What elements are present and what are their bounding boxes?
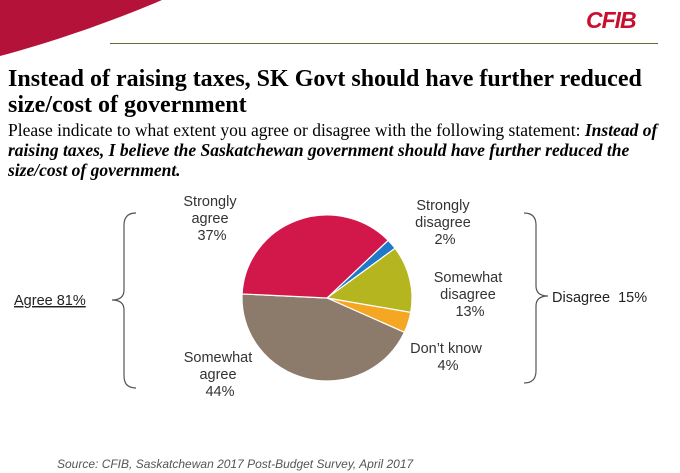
agree-bracket xyxy=(111,212,137,389)
corner-decoration xyxy=(0,0,162,56)
question-intro: Please indicate to what extent you agree… xyxy=(8,120,585,140)
slice-strongly-agree xyxy=(241,214,389,299)
disagree-group-label: Disagree 15% xyxy=(552,290,647,306)
slice-somewhat-agree xyxy=(241,293,406,382)
label-strongly-agree: Strongly agree 37% xyxy=(183,194,240,244)
label-dont-know: Don’t know 4% xyxy=(410,341,486,374)
header-rule xyxy=(110,43,658,44)
slice-labels: Strongly disagree 2% Somewhat disagree 1… xyxy=(183,194,507,400)
question-statement: Instead of raising taxes, I believe the … xyxy=(8,120,658,180)
source-note: Source: CFIB, Saskatchewan 2017 Post-Bud… xyxy=(57,457,414,471)
cfib-logo: CFIB xyxy=(586,7,637,33)
disagree-bracket xyxy=(523,212,549,384)
label-somewhat-agree: Somewhat agree 44% xyxy=(184,350,257,400)
page-title: Instead of raising taxes, SK Govt should… xyxy=(8,66,642,118)
survey-question: Please indicate to what extent you agree… xyxy=(8,120,673,180)
agree-group-label: Agree 81% xyxy=(14,293,86,309)
pie-slices xyxy=(241,214,413,382)
label-strongly-disagree: Strongly disagree 2% xyxy=(415,198,475,248)
label-somewhat-disagree: Somewhat disagree 13% xyxy=(434,270,507,320)
slice-somewhat-disagree xyxy=(325,247,413,314)
